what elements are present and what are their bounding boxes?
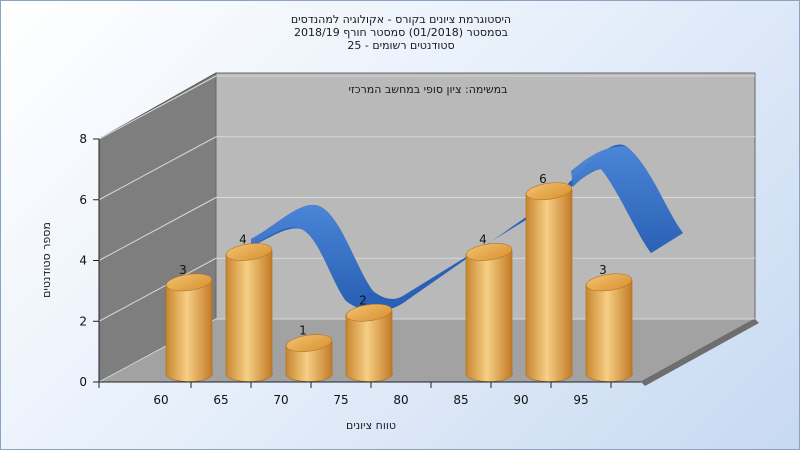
bar-90: 6 — [525, 172, 573, 382]
x-tick-label: 65 — [213, 393, 228, 407]
y-tick-label: 2 — [79, 314, 87, 328]
bar-top — [285, 334, 333, 352]
x-tick-label: 70 — [273, 393, 288, 407]
x-tick-label: 90 — [513, 393, 528, 407]
chart-title-line-3: סטודנטים רשומים - 25 — [347, 39, 454, 52]
bar-body — [525, 189, 573, 382]
bar-value-label: 4 — [239, 233, 247, 247]
bar-85: 4 — [465, 233, 513, 382]
bar-body — [465, 250, 513, 382]
bar-top — [465, 243, 513, 261]
bar-value-label: 3 — [179, 263, 187, 277]
bar-body — [585, 280, 633, 382]
x-tick-label: 95 — [573, 393, 588, 407]
bar-body — [165, 280, 213, 382]
bar-95: 3 — [585, 263, 633, 382]
bar-value-label: 6 — [539, 172, 547, 186]
bar-top — [585, 273, 633, 292]
trend-ribbon — [251, 144, 683, 312]
bar-value-label: 2 — [359, 293, 367, 307]
x-tick-label: 80 — [393, 393, 408, 407]
bar-value-label: 4 — [479, 233, 487, 247]
bar-body — [345, 310, 393, 382]
x-tick-label: 85 — [453, 393, 468, 407]
y-tick-label: 0 — [79, 375, 87, 389]
y-axis: 0 2 4 6 8 — [79, 132, 100, 389]
gridline-left-wall — [98, 197, 217, 261]
chart-subtitle: במשימה: ציון סופי במחשב המרכזי — [348, 83, 507, 96]
bar-65: 4 — [225, 233, 273, 382]
y-tick-label: 8 — [79, 132, 87, 146]
x-tick-label: 75 — [333, 393, 348, 407]
y-tick-label: 4 — [79, 254, 87, 268]
bars-group: 3 4 1 2 4 6 3 — [165, 172, 633, 382]
bar-body — [225, 250, 273, 382]
bar-top — [345, 303, 393, 322]
bar-value-label: 3 — [599, 263, 607, 277]
bar-75: 2 — [345, 293, 393, 382]
x-axis: 60 65 70 75 80 85 90 95 — [98, 381, 641, 407]
ribbon-front-face — [251, 204, 373, 301]
bar-top — [225, 243, 273, 261]
chart-title-line-1: היסטוגרמת ציונים בקורס - אקולוגיה למהנדס… — [291, 13, 511, 26]
gridline-left-wall — [98, 136, 217, 201]
y-tick-label: 6 — [79, 193, 87, 207]
y-axis-label: מספר סטודנטים — [40, 222, 53, 298]
bar-70: 1 — [285, 324, 333, 382]
bar-60: 3 — [165, 263, 213, 382]
x-axis-label: טווח ציונים — [346, 419, 396, 432]
x-tick-label: 60 — [153, 393, 168, 407]
gridline-left-wall — [98, 257, 217, 322]
ribbon-front-face-2 — [571, 146, 683, 253]
right-edge — [641, 319, 759, 386]
bar-top — [165, 273, 213, 292]
gridline-left-wall — [98, 75, 217, 140]
bar-top — [525, 182, 573, 201]
bar-value-label: 1 — [299, 324, 307, 338]
chart-title-line-2: בסמסטר (01/2018) סמסטר חורף 2018/19 — [294, 26, 508, 39]
